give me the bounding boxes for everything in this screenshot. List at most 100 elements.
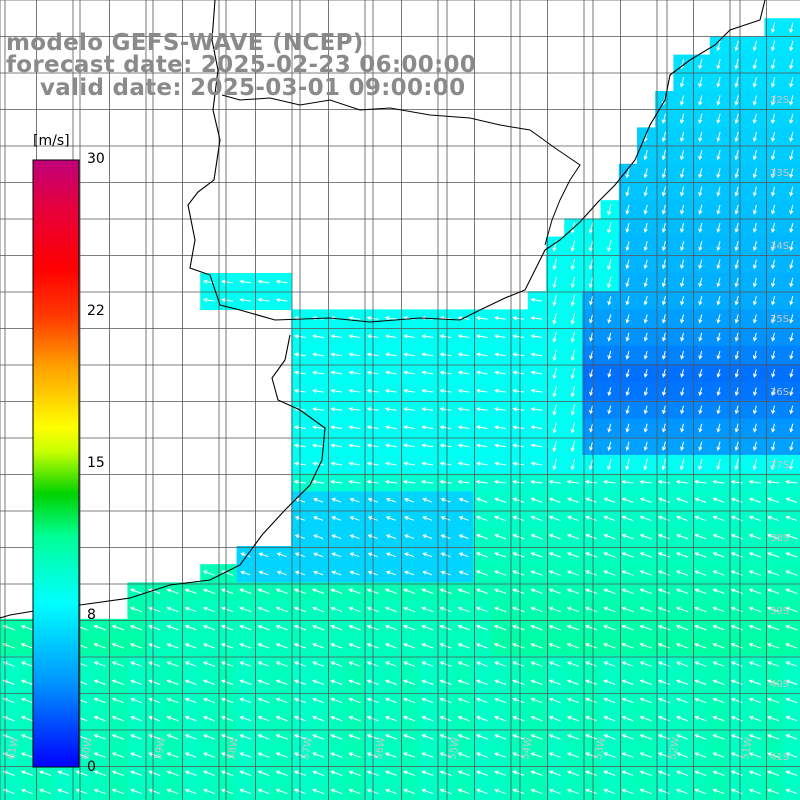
wind-arrow xyxy=(257,588,270,594)
wind-arrow xyxy=(621,552,634,558)
wind-arrow xyxy=(348,624,361,631)
wind-arrow xyxy=(548,697,561,704)
wind-arrow xyxy=(570,258,576,271)
wind-arrow xyxy=(658,497,670,503)
wind-arrow xyxy=(184,606,197,613)
wind-arrow xyxy=(603,697,616,704)
wind-arrow xyxy=(566,752,579,758)
wind-arrow xyxy=(789,369,794,378)
wind-arrow xyxy=(771,332,776,342)
wind-arrow xyxy=(530,533,543,540)
wind-arrow xyxy=(20,788,33,795)
wind-arrow xyxy=(330,407,343,412)
wind-arrow xyxy=(512,734,525,740)
wind-arrow xyxy=(643,149,648,161)
wind-arrow xyxy=(39,788,52,795)
wind-arrow xyxy=(385,516,396,521)
wind-arrow xyxy=(330,606,343,613)
wind-arrow xyxy=(680,332,685,342)
wind-arrow xyxy=(566,588,579,594)
wind-arrow xyxy=(422,497,433,503)
wind-arrow xyxy=(712,697,725,704)
wind-arrow xyxy=(552,331,557,343)
wind-arrow xyxy=(275,624,288,631)
wind-arrow xyxy=(312,734,325,740)
wind-arrow xyxy=(202,697,215,704)
wind-arrow xyxy=(589,369,594,378)
wind-arrow xyxy=(148,788,161,795)
wind-arrow xyxy=(643,423,648,433)
wind-arrow xyxy=(752,113,757,124)
wind-arrow xyxy=(752,314,757,324)
wind-arrow xyxy=(457,770,470,776)
wind-arrow xyxy=(625,369,630,378)
wind-arrow xyxy=(512,533,525,540)
wind-arrow xyxy=(403,734,416,740)
wind-arrow xyxy=(166,606,179,613)
coastline xyxy=(187,0,766,323)
wind-arrow xyxy=(312,661,325,667)
wind-arrow xyxy=(348,388,361,393)
wind-arrow xyxy=(311,606,325,613)
wind-arrow xyxy=(716,113,721,124)
wind-arrow xyxy=(275,715,288,722)
wind-arrow xyxy=(625,277,630,288)
wind-arrow xyxy=(771,387,776,397)
wind-arrow xyxy=(548,533,561,540)
model-title: modelo GEFS-WAVE (NCEP) xyxy=(6,30,364,56)
forecast-date: forecast date: 2025-02-23 06:00:00 xyxy=(6,52,477,78)
wind-arrow xyxy=(698,350,703,360)
wind-arrow xyxy=(348,715,361,722)
wind-arrow xyxy=(39,770,52,776)
wind-arrow xyxy=(440,552,451,558)
wind-arrow xyxy=(643,350,648,360)
wind-arrow xyxy=(730,588,743,594)
wind-arrow xyxy=(789,40,794,52)
wind-arrow xyxy=(421,697,434,704)
wind-arrow xyxy=(512,461,525,466)
wind-arrow xyxy=(348,752,361,758)
wind-arrow xyxy=(221,279,233,284)
wind-arrow xyxy=(785,570,798,576)
wind-arrow xyxy=(661,113,666,124)
wind-arrow xyxy=(494,425,506,430)
wind-arrow xyxy=(770,22,776,34)
wind-arrow xyxy=(221,679,234,685)
wind-arrow xyxy=(657,606,671,613)
wind-arrow xyxy=(457,461,470,466)
wind-arrow xyxy=(475,533,488,540)
wind-arrow xyxy=(680,149,685,161)
wind-arrow xyxy=(548,588,561,594)
wind-arrow xyxy=(475,606,488,613)
wind-arrow xyxy=(603,752,616,758)
wind-arrow xyxy=(258,552,269,558)
wind-arrow xyxy=(440,570,451,576)
wind-arrow xyxy=(625,186,630,197)
wind-arrow xyxy=(439,770,452,776)
wind-arrow xyxy=(588,276,594,289)
wind-arrow xyxy=(312,715,325,722)
wind-arrow xyxy=(680,369,685,378)
wind-arrow xyxy=(330,334,343,339)
wind-arrow xyxy=(166,770,179,776)
wind-arrow xyxy=(385,552,396,558)
wind-arrow xyxy=(75,770,88,776)
wind-arrow xyxy=(458,516,469,521)
wind-arrow xyxy=(275,734,288,740)
wind-arrow xyxy=(767,661,780,667)
wind-arrow xyxy=(421,461,434,466)
wind-arrow xyxy=(385,570,396,576)
wind-arrow xyxy=(785,643,798,649)
wind-arrow xyxy=(457,407,470,412)
wind-arrow xyxy=(748,479,761,484)
wind-arrow xyxy=(221,297,233,302)
wind-arrow xyxy=(789,458,794,471)
wind-arrow xyxy=(675,624,689,631)
wind-arrow xyxy=(752,168,757,179)
wind-arrow xyxy=(530,661,543,667)
wind-arrow xyxy=(621,770,634,776)
wind-arrow xyxy=(621,661,634,667)
wind-arrow xyxy=(348,643,361,649)
wind-arrow xyxy=(698,458,703,471)
wind-arrow xyxy=(331,497,342,503)
